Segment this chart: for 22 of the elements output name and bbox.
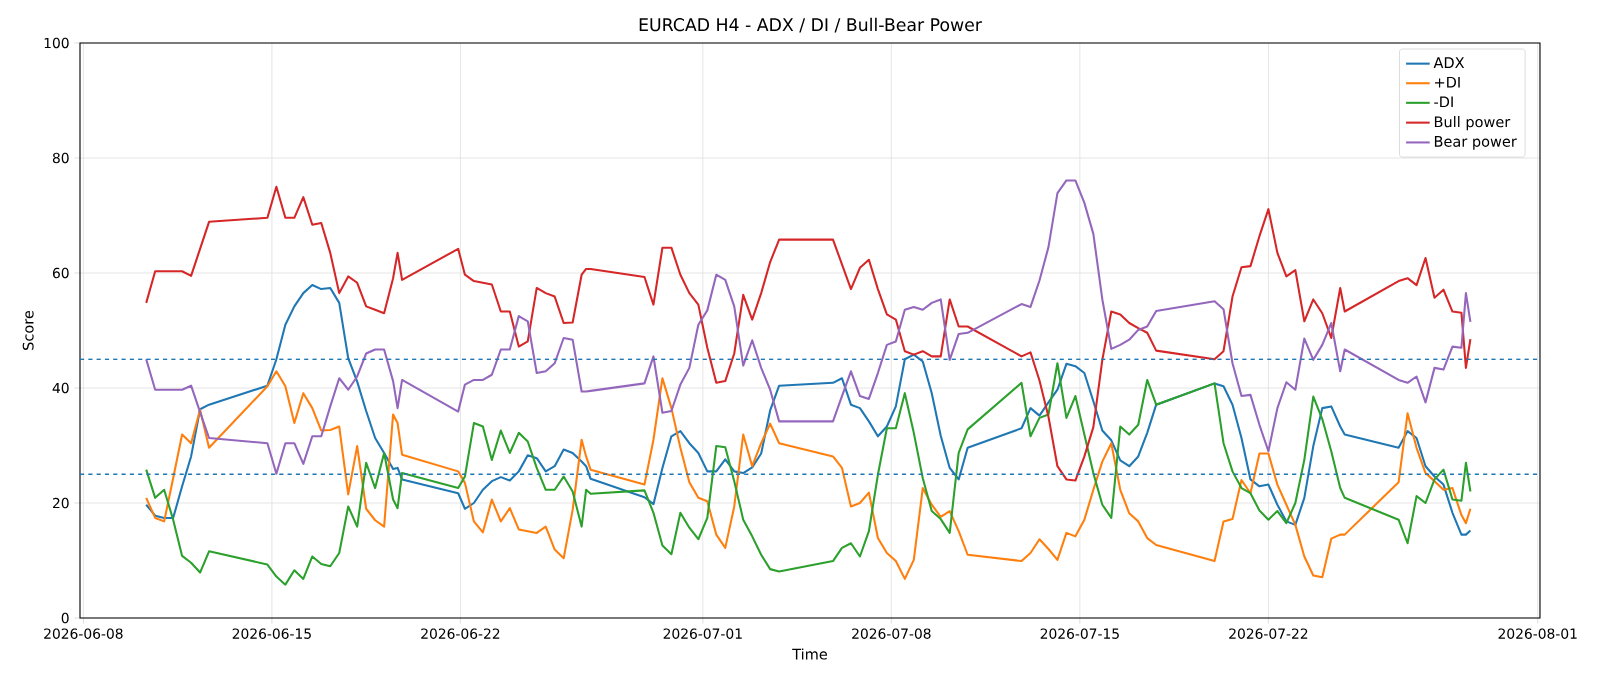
y-tick-label: 80 — [52, 152, 69, 164]
chart-title: EURCAD H4 - ADX / DI / Bull-Bear Power — [639, 17, 982, 33]
y-tick-label: 60 — [52, 267, 69, 279]
legend-label: Bear power — [1434, 136, 1517, 150]
y-tick-label: 100 — [44, 37, 69, 49]
y-axis-title: Score — [22, 310, 34, 350]
y-tick-label: 0 — [61, 612, 69, 624]
x-tick-label: 2026-07-01 — [663, 628, 742, 639]
x-tick-label: 2026-06-08 — [44, 628, 123, 639]
x-axis-title: Time — [792, 648, 828, 660]
legend-label: ADX — [1433, 57, 1465, 68]
legend-label: -DI — [1434, 96, 1453, 108]
legend-label: +DI — [1435, 76, 1460, 88]
x-tick-label: 2026-07-15 — [1040, 628, 1119, 639]
legend-label: Bull power — [1434, 116, 1511, 131]
x-tick-label: 2026-07-08 — [852, 628, 931, 639]
y-tick-label: 40 — [52, 382, 69, 394]
y-tick-label: 20 — [52, 497, 69, 509]
x-tick-label: 2026-06-15 — [232, 628, 311, 639]
x-tick-label: 2026-08-01 — [1498, 628, 1577, 639]
x-tick-label: 2026-07-22 — [1229, 628, 1308, 639]
x-tick-label: 2026-06-22 — [421, 628, 500, 639]
